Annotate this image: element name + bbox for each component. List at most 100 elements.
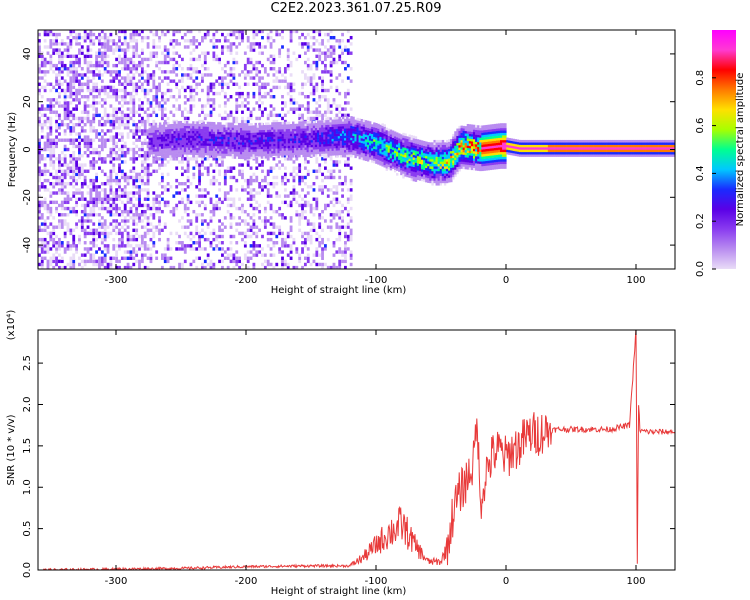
spectrogram-cell bbox=[58, 247, 61, 251]
spectrogram-cell bbox=[266, 219, 270, 223]
spectrogram-cell bbox=[181, 188, 184, 192]
spectrogram-cell bbox=[344, 241, 347, 245]
spectrogram-cell bbox=[106, 209, 110, 214]
spectrogram-cell bbox=[103, 54, 107, 59]
spectrogram-cell bbox=[72, 259, 76, 264]
spectrogram-cell bbox=[183, 45, 187, 49]
spectrogram-cell bbox=[123, 60, 127, 65]
spectrogram-cell bbox=[52, 48, 56, 52]
spectrogram-cell bbox=[302, 137, 305, 141]
spectrogram-cell bbox=[126, 113, 130, 118]
spectrogram-cell bbox=[115, 175, 119, 180]
spectrogram-cell bbox=[148, 132, 151, 136]
spectrogram-cell bbox=[281, 73, 284, 77]
spectrogram-cell bbox=[294, 150, 297, 153]
spectrogram-cell bbox=[249, 182, 253, 186]
spectrogram-cell bbox=[258, 107, 262, 111]
spectrogram-cell bbox=[135, 231, 139, 236]
spectrogram-cell bbox=[218, 228, 221, 233]
spectrogram-cell bbox=[229, 166, 233, 170]
spectrogram-cell bbox=[335, 131, 339, 134]
spectrogram-cell bbox=[235, 256, 239, 260]
spectrogram-cell bbox=[278, 67, 282, 71]
spectrogram-cell bbox=[38, 200, 41, 205]
spectrogram-cell bbox=[312, 130, 316, 133]
spectrogram-cell bbox=[256, 151, 260, 155]
spectrogram-cell bbox=[335, 126, 339, 130]
spectrogram-cell bbox=[321, 241, 324, 245]
spectrogram-cell bbox=[192, 39, 196, 43]
spectrogram-cell bbox=[158, 88, 161, 93]
spectrogram-cell bbox=[249, 45, 253, 49]
spectrogram-cell bbox=[129, 110, 133, 114]
spectrogram-cell bbox=[252, 206, 256, 211]
spectrogram-cell bbox=[163, 54, 167, 59]
spectrogram-cell bbox=[58, 178, 61, 183]
spectrogram-cell bbox=[60, 200, 64, 205]
spectrogram-cell bbox=[263, 222, 267, 226]
spectrogram-cell bbox=[163, 225, 167, 229]
spectrogram-cell bbox=[298, 126, 301, 129]
spectrogram-cell bbox=[277, 126, 280, 130]
spectrogram-cell bbox=[321, 82, 324, 86]
spectrogram-cell bbox=[269, 253, 273, 257]
spectrogram-cell bbox=[198, 138, 201, 141]
spectrogram-cell bbox=[186, 67, 190, 71]
spectrogram-cell bbox=[189, 85, 193, 90]
spectrogram-cell bbox=[261, 30, 264, 34]
spectrogram-cell bbox=[344, 247, 347, 251]
spectrogram-cell bbox=[218, 225, 221, 229]
spectrogram-cell bbox=[327, 148, 330, 152]
spectrogram-cell bbox=[286, 253, 290, 257]
spectrogram-cell bbox=[143, 216, 147, 220]
spectrogram-cell bbox=[118, 188, 121, 192]
spectrogram-cell bbox=[152, 191, 156, 195]
spectrogram-cell bbox=[301, 247, 304, 251]
spectrogram-cell bbox=[326, 194, 330, 198]
spectrogram-cell bbox=[285, 145, 289, 149]
spectrogram-cell bbox=[258, 185, 262, 189]
spectrogram-cell bbox=[312, 98, 316, 102]
spectrogram-cell bbox=[303, 209, 307, 214]
spectrogram-cell bbox=[246, 132, 249, 136]
spectrogram-cell bbox=[303, 107, 307, 111]
spectrogram-cell bbox=[292, 160, 296, 164]
spectrogram-cell bbox=[349, 35, 353, 40]
spectrogram-cell bbox=[165, 136, 168, 139]
spectrogram-cell bbox=[243, 234, 247, 239]
spectrogram-cell bbox=[269, 42, 273, 46]
spectrogram-cell bbox=[103, 200, 107, 205]
spectrogram-cell bbox=[208, 138, 212, 142]
spectrogram-cell bbox=[69, 101, 73, 105]
spectrogram-cell bbox=[281, 136, 285, 139]
spectrogram-cell bbox=[324, 262, 327, 267]
spectrogram-cell bbox=[115, 70, 119, 74]
spectrogram-cell bbox=[267, 127, 270, 130]
spectrogram-cell bbox=[186, 163, 190, 167]
spectrogram-cell bbox=[58, 42, 61, 46]
spectrogram-cell bbox=[155, 98, 159, 102]
spectrogram-cell bbox=[132, 154, 136, 158]
spectrogram-cell bbox=[332, 175, 336, 180]
spectrogram-cell bbox=[72, 126, 76, 130]
spectrogram-cell bbox=[152, 244, 156, 248]
spectrogram-cell bbox=[183, 157, 187, 161]
spectrogram-cell bbox=[269, 262, 273, 267]
spectrogram-cell bbox=[181, 182, 184, 186]
spectrogram-cell bbox=[310, 123, 314, 126]
spectrogram-cell bbox=[155, 51, 159, 55]
spectrogram-cell bbox=[189, 200, 193, 205]
spectrogram-cell bbox=[252, 45, 256, 49]
spectrogram-cell bbox=[300, 147, 303, 151]
spectrogram-cell bbox=[327, 136, 330, 140]
spectrogram-cell bbox=[335, 138, 339, 142]
spectrogram-cell bbox=[103, 57, 107, 62]
spectrogram-cell bbox=[158, 151, 162, 154]
spectrogram-cell bbox=[49, 45, 53, 49]
spectrogram-cell bbox=[80, 169, 84, 173]
spectrogram-cell bbox=[103, 247, 107, 251]
spectrogram-cell bbox=[132, 119, 136, 124]
spectrogram-cell bbox=[202, 126, 205, 129]
spectrogram-cell bbox=[306, 125, 309, 129]
spectrogram-cell bbox=[246, 95, 250, 99]
